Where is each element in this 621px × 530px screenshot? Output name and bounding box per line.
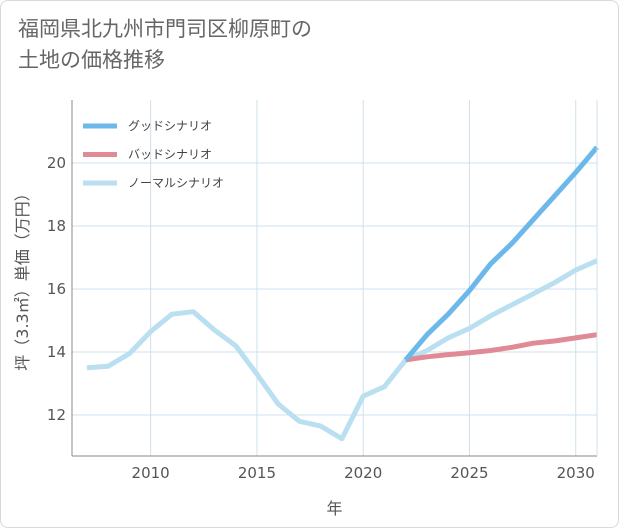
x-tick-label: 2030 bbox=[557, 464, 595, 482]
y-tick-label: 12 bbox=[47, 406, 66, 424]
x-tick-label: 2020 bbox=[344, 464, 382, 482]
grid-lines bbox=[72, 100, 597, 456]
x-tick-label: 2025 bbox=[450, 464, 488, 482]
x-tick-label: 2010 bbox=[132, 464, 170, 482]
y-tick-label: 16 bbox=[47, 280, 66, 298]
x-axis-label: 年 bbox=[326, 499, 342, 518]
y-tick-label: 18 bbox=[47, 217, 66, 235]
y-tick-label: 20 bbox=[47, 154, 66, 172]
legend-label-good-scenario: グッドシナリオ bbox=[128, 119, 212, 133]
y-axis-label: 坪（3.3㎡）単価（万円） bbox=[13, 185, 32, 370]
bad-scenario-line bbox=[405, 332, 598, 363]
legend-label-normal-scenario: ノーマルシナリオ bbox=[128, 176, 224, 190]
x-tick-label: 2015 bbox=[238, 464, 276, 482]
legend-label-bad-scenario: バッドシナリオ bbox=[128, 148, 212, 162]
good-scenario-line bbox=[403, 145, 599, 362]
y-tick-label: 14 bbox=[47, 343, 66, 361]
series-lines bbox=[86, 145, 599, 442]
plot-frame bbox=[71, 100, 598, 457]
chart-title: 福岡県北九州市門司区柳原町の 土地の価格推移 bbox=[18, 17, 312, 72]
axis-ticks: 2010 2015 2020 2025 2030 12 14 16 18 20 bbox=[47, 154, 595, 482]
normal-scenario-line bbox=[86, 258, 599, 442]
